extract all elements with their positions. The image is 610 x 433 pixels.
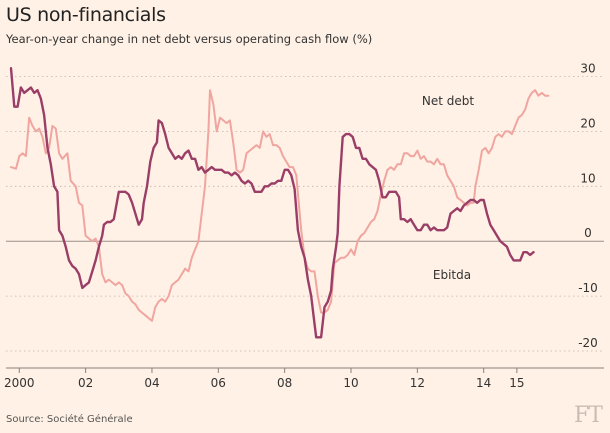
y-tick-label: -20 [578,336,598,350]
y-axis-ticks: 30 20 10 0 -10 -20 [578,61,598,350]
y-tick-label: -10 [578,281,598,295]
y-tick-label: 10 [580,171,595,185]
series-labels: Net debt Ebitda [422,94,474,282]
y-tick-label: 20 [580,116,595,130]
x-tick-label: 15 [509,376,524,390]
x-tick-label: 04 [144,376,159,390]
chart-subtitle: Year-on-year change in net debt versus o… [6,32,373,46]
ft-logo: FT [574,403,603,428]
x-tick-label: 14 [476,376,491,390]
gridlines [6,76,604,369]
y-tick-label: 0 [584,226,592,240]
series-label-net-debt: Net debt [422,94,474,108]
x-tick-label: 10 [343,376,358,390]
series-lines [9,67,550,339]
x-tick-label: 08 [277,376,292,390]
y-tick-label: 30 [580,61,595,75]
x-tick-label: 12 [410,376,425,390]
x-axis-ticks: 2000 02 04 06 08 10 12 14 15 [4,368,525,390]
x-tick-label: 02 [78,376,93,390]
chart-title: US non-financials [6,4,166,26]
series-line-net-debt [10,89,550,322]
series-line-ebitda [9,67,535,339]
x-tick-label: 06 [211,376,226,390]
source-note: Source: Société Générale [6,414,133,425]
series-label-ebitda: Ebitda [433,268,471,282]
x-tick-label: 2000 [4,376,35,390]
